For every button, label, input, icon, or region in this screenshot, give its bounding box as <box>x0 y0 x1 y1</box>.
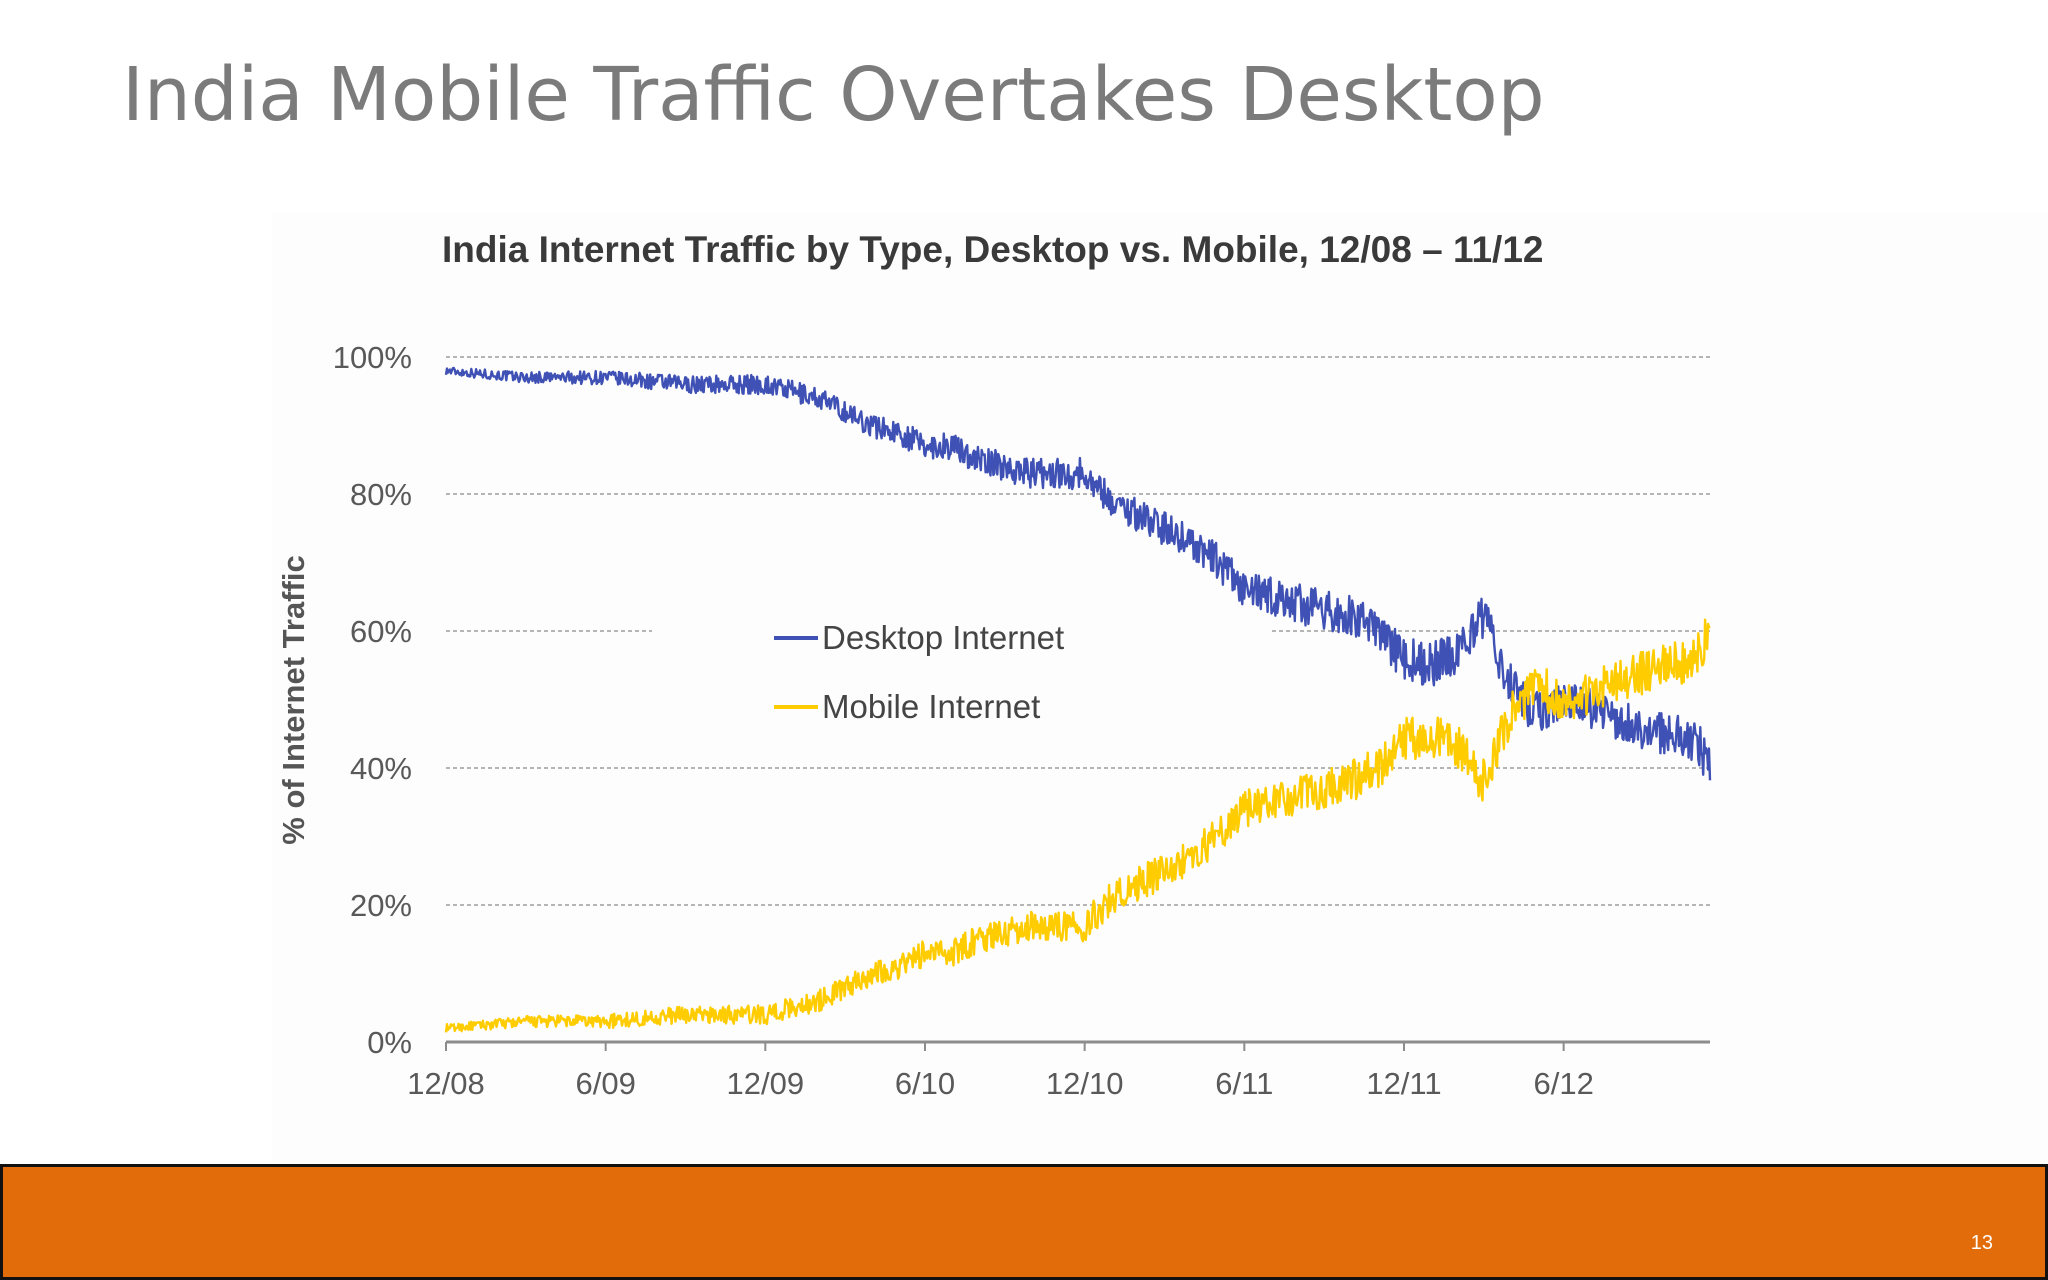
legend-label-mobile: Mobile Internet <box>822 688 1040 725</box>
traffic-line-chart: India Internet Traffic by Type, Desktop … <box>276 229 1712 1101</box>
legend-box <box>652 607 1272 742</box>
y-tick-label: 80% <box>350 477 412 512</box>
x-tick-label: 6/09 <box>575 1066 635 1101</box>
slide-title: India Mobile Traffic Overtakes Desktop <box>122 52 1545 138</box>
x-tick-label: 12/09 <box>727 1066 805 1101</box>
footer-bar: 13 <box>0 1164 2048 1280</box>
y-tick-label: 60% <box>350 614 412 649</box>
series-lines <box>444 366 1712 1033</box>
x-tick-label: 12/08 <box>407 1066 485 1101</box>
series-line-mobile <box>444 618 1711 1033</box>
y-tick-label: 0% <box>367 1025 412 1060</box>
y-tick-label: 40% <box>350 751 412 786</box>
y-tick-labels: 0% 20% 40% 60% 80% 100% <box>333 340 412 1060</box>
series-line-desktop <box>444 366 1712 781</box>
legend-background <box>652 607 1272 742</box>
legend-label-desktop: Desktop Internet <box>822 619 1064 656</box>
y-tick-label: 100% <box>333 340 412 375</box>
x-tick-label: 12/11 <box>1366 1066 1441 1101</box>
x-tick-label: 12/10 <box>1046 1066 1124 1101</box>
chart-legend: Desktop Internet Mobile Internet <box>774 619 1064 725</box>
x-axis <box>445 1040 1710 1051</box>
x-tick-label: 6/12 <box>1533 1066 1593 1101</box>
x-tick-label: 6/10 <box>895 1066 955 1101</box>
y-axis-label: % of Internet Traffic <box>276 555 311 844</box>
x-tick-label: 6/11 <box>1215 1066 1273 1101</box>
chart-title: India Internet Traffic by Type, Desktop … <box>442 229 1544 270</box>
page-number: 13 <box>1970 1232 1993 1254</box>
y-tick-label: 20% <box>350 888 412 923</box>
x-tick-labels: 12/08 6/09 12/09 6/10 12/10 6/11 12/11 6/12 <box>407 1066 1594 1101</box>
chart-panel: India Internet Traffic by Type, Desktop … <box>272 212 2048 1162</box>
